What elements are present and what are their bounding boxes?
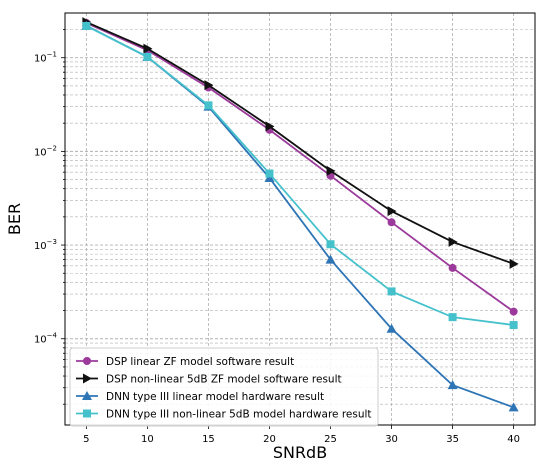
data-point (387, 287, 396, 296)
legend-label: DNN type III linear model hardware resul… (106, 391, 324, 403)
grid (65, 13, 535, 425)
data-point (326, 165, 336, 176)
data-point (204, 101, 213, 110)
legend-label: DSP non-linear 5dB ZF model software res… (106, 374, 342, 386)
data-point (386, 323, 397, 333)
data-point (265, 169, 274, 178)
data-point (448, 313, 457, 322)
data-point (509, 321, 518, 330)
x-tick-label: 35 (446, 434, 459, 445)
legend-marker (82, 391, 92, 400)
x-tick-label: 20 (263, 434, 276, 445)
data-point (326, 240, 335, 249)
data-point (509, 258, 519, 269)
series-layer (81, 17, 519, 412)
data-point (448, 263, 457, 272)
x-tick-label: 25 (324, 434, 337, 445)
series-line (85, 22, 515, 313)
data-point (204, 80, 214, 91)
y-tick-label: 10−3 (34, 238, 57, 252)
data-point (509, 307, 518, 316)
legend: DSP linear ZF model software result DSP n… (69, 347, 379, 427)
data-point (508, 402, 519, 412)
y-tick-label: 10−4 (34, 332, 58, 346)
ticks: 5 10 15 20 25 30 35 40 10−1 10−2 10−3 10−4 (34, 29, 520, 445)
data-point (448, 236, 458, 247)
x-axis-label: SNRdB (273, 443, 327, 462)
data-point (447, 380, 458, 390)
x-tick-label: 30 (385, 434, 398, 445)
data-point (82, 21, 91, 30)
x-tick-label: 40 (507, 434, 520, 445)
series-line (86, 21, 514, 265)
legend-marker (83, 409, 91, 418)
x-tick-label: 5 (83, 434, 89, 445)
legend-box (69, 347, 379, 427)
data-point (265, 121, 275, 132)
legend-marker (83, 357, 91, 365)
data-point (143, 43, 153, 54)
legend-label: DSP linear ZF model software result (106, 356, 294, 368)
data-point (143, 52, 152, 61)
data-point (325, 254, 336, 264)
y-tick-label: 10−2 (34, 144, 57, 158)
series-line (85, 25, 514, 326)
legend-marker (83, 373, 92, 384)
y-axis-label: BER (5, 203, 24, 235)
data-point (387, 206, 397, 217)
x-tick-label: 15 (202, 434, 215, 445)
data-point (387, 218, 396, 227)
y-tick-label: 10−1 (34, 51, 57, 65)
x-tick-label: 10 (141, 434, 154, 445)
legend-label: DNN type III non-linear 5dB model hardwa… (106, 409, 372, 421)
series-3 (82, 21, 518, 330)
